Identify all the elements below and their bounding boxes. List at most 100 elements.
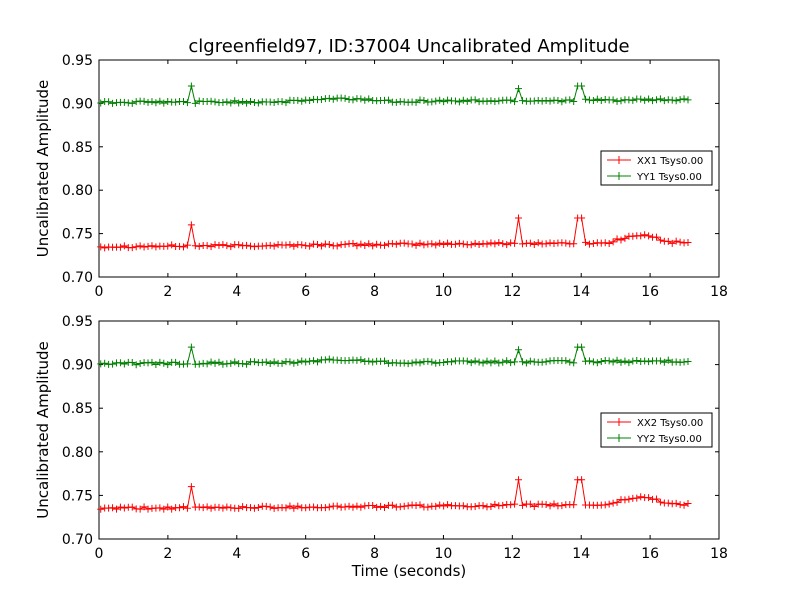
- data-point-marker: [641, 231, 649, 239]
- data-point-marker: [518, 97, 526, 105]
- data-point-marker: [656, 236, 664, 244]
- data-point-marker: [507, 239, 515, 247]
- data-point-marker: [546, 97, 554, 105]
- data-point-marker: [345, 502, 353, 510]
- data-point-marker: [187, 82, 195, 90]
- data-point-marker: [672, 97, 680, 105]
- data-point-marker: [645, 494, 653, 502]
- data-point-marker: [617, 358, 625, 366]
- data-point-marker: [176, 504, 184, 512]
- data-point-marker: [475, 98, 483, 106]
- data-point-marker: [203, 242, 211, 250]
- data-point-marker: [617, 236, 625, 244]
- data-point-marker: [369, 501, 377, 509]
- data-point-marker: [250, 504, 258, 512]
- data-point-marker: [120, 504, 128, 512]
- data-point-marker: [187, 343, 195, 351]
- data-point-marker: [432, 241, 440, 249]
- legend-marker-swatch: [615, 418, 623, 426]
- data-point-marker: [412, 98, 420, 106]
- data-point-marker: [353, 356, 361, 364]
- data-point-marker: [148, 358, 156, 366]
- data-point-marker: [432, 359, 440, 367]
- data-point-marker: [239, 503, 247, 511]
- data-point-marker: [440, 502, 448, 510]
- data-point-marker: [664, 237, 672, 245]
- data-point-marker: [440, 359, 448, 367]
- y-tick-label: 0.85: [62, 401, 93, 417]
- data-point-marker: [546, 502, 554, 510]
- x-tick-label: 12: [503, 546, 521, 562]
- data-point-marker: [341, 94, 349, 102]
- data-point-marker: [542, 240, 550, 248]
- data-point-marker: [105, 98, 113, 106]
- data-point-marker: [507, 96, 515, 104]
- data-point-marker: [388, 501, 396, 509]
- data-point-marker: [554, 97, 562, 105]
- data-point-marker: [365, 95, 373, 103]
- data-point-marker: [601, 501, 609, 509]
- y-tick-label: 0.80: [62, 445, 93, 461]
- data-point-marker: [270, 504, 278, 512]
- data-point-marker: [416, 239, 424, 247]
- data-point-marker: [286, 241, 294, 249]
- data-point-marker: [676, 96, 684, 104]
- data-point-marker: [231, 97, 239, 105]
- legend: XX1 Tsys0.00 YY1 Tsys0.00: [600, 150, 713, 186]
- data-point-marker: [144, 242, 152, 250]
- data-point-marker: [436, 96, 444, 104]
- data-point-marker: [168, 505, 176, 513]
- data-point-marker: [97, 243, 105, 251]
- data-point-marker: [321, 504, 329, 512]
- data-point-marker: [215, 503, 223, 511]
- data-point-marker: [444, 501, 452, 509]
- data-point-marker: [645, 358, 653, 366]
- data-point-marker: [219, 504, 227, 512]
- data-point-marker: [459, 502, 467, 510]
- y-tick-label: 0.75: [62, 488, 93, 504]
- data-point-marker: [432, 97, 440, 105]
- data-point-marker: [179, 243, 187, 251]
- data-point-marker: [436, 239, 444, 247]
- data-point-marker: [526, 357, 534, 365]
- data-point-marker: [325, 241, 333, 249]
- data-point-marker: [199, 504, 207, 512]
- data-point-marker: [432, 502, 440, 510]
- data-point-marker: [534, 239, 542, 247]
- data-point-marker: [511, 239, 519, 247]
- data-point-marker: [278, 98, 286, 106]
- data-point-marker: [116, 359, 124, 367]
- data-point-marker: [672, 358, 680, 366]
- data-point-marker: [357, 503, 365, 511]
- data-point-marker: [479, 502, 487, 510]
- data-point-marker: [629, 232, 637, 240]
- data-point-marker: [668, 96, 676, 104]
- data-point-marker: [609, 96, 617, 104]
- x-tick-label: 16: [641, 284, 659, 300]
- data-point-marker: [298, 241, 306, 249]
- data-point-marker: [487, 239, 495, 247]
- x-tick-label: 2: [163, 546, 172, 562]
- data-point-marker: [357, 95, 365, 103]
- data-point-marker: [680, 358, 688, 366]
- data-point-marker: [589, 97, 597, 105]
- data-point-marker: [120, 242, 128, 250]
- data-point-marker: [479, 240, 487, 248]
- data-point-marker: [270, 358, 278, 366]
- data-point-marker: [463, 357, 471, 365]
- data-point-marker: [243, 99, 251, 107]
- data-point-marker: [101, 244, 109, 252]
- data-point-marker: [609, 499, 617, 507]
- data-point-marker: [136, 242, 144, 250]
- data-point-marker: [373, 503, 381, 511]
- x-tick-label: 14: [572, 284, 590, 300]
- data-point-marker: [507, 501, 515, 509]
- data-point-marker: [617, 97, 625, 105]
- y-tick-label: 0.70: [62, 532, 93, 548]
- legend-marker-swatch: [615, 156, 623, 164]
- data-point-marker: [676, 501, 684, 509]
- data-point-marker: [148, 98, 156, 106]
- data-point-marker: [625, 495, 633, 503]
- data-point-marker: [223, 98, 231, 106]
